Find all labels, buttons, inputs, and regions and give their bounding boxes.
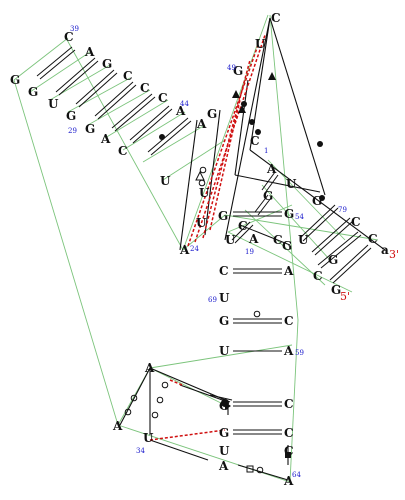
base: G bbox=[219, 426, 229, 440]
base: G bbox=[85, 122, 95, 136]
tertiary-contact-lines bbox=[13, 14, 379, 483]
base: G bbox=[66, 109, 76, 123]
base: A bbox=[175, 104, 186, 118]
base: C bbox=[64, 30, 74, 44]
base: U bbox=[160, 174, 171, 188]
base: G bbox=[10, 73, 20, 87]
base: C bbox=[284, 397, 294, 411]
base: G bbox=[219, 399, 229, 413]
strand-end-labels: 3' 5' bbox=[340, 248, 399, 303]
pair-markers bbox=[124, 72, 325, 474]
base: C bbox=[219, 264, 229, 278]
base: U bbox=[219, 291, 230, 305]
base-pair-lines bbox=[36, 46, 372, 435]
base: C bbox=[140, 81, 150, 95]
base: A bbox=[144, 361, 155, 375]
base: U bbox=[219, 444, 230, 458]
backbone-strands bbox=[119, 17, 386, 481]
base: C bbox=[313, 269, 323, 283]
position-number: 69 bbox=[208, 296, 217, 304]
base: U bbox=[225, 233, 236, 247]
bases: C A G G U G C C C G G A A C U A A C U G … bbox=[10, 11, 389, 488]
base: G bbox=[263, 189, 273, 203]
base: C bbox=[284, 444, 294, 458]
base: U bbox=[196, 216, 207, 230]
base: C bbox=[284, 314, 294, 328]
base: A bbox=[179, 243, 190, 257]
base: U bbox=[48, 97, 59, 111]
base: G bbox=[219, 314, 229, 328]
base: C bbox=[351, 215, 361, 229]
base: A bbox=[266, 162, 277, 176]
base: C bbox=[368, 232, 378, 246]
base: G bbox=[331, 283, 341, 297]
position-number: 49 bbox=[227, 64, 236, 72]
base: A bbox=[112, 419, 123, 433]
position-number: 54 bbox=[295, 213, 304, 221]
base: G bbox=[328, 253, 338, 267]
position-number: 39 bbox=[70, 25, 79, 33]
base: U bbox=[219, 344, 230, 358]
base: C bbox=[158, 91, 168, 105]
five-prime-end-label: 5' bbox=[340, 290, 350, 303]
base: C bbox=[250, 134, 260, 148]
base: C bbox=[123, 69, 133, 83]
base: C bbox=[118, 144, 128, 158]
base: C bbox=[273, 233, 283, 247]
three-prime-end-label: 3' bbox=[389, 248, 399, 261]
base: A bbox=[283, 264, 294, 278]
base: G bbox=[233, 64, 243, 78]
position-number: 1 bbox=[264, 147, 268, 155]
base: U bbox=[255, 37, 266, 51]
base: U bbox=[298, 233, 309, 247]
position-number: 44 bbox=[180, 100, 189, 108]
base: G bbox=[312, 194, 322, 208]
base: A bbox=[283, 474, 294, 488]
base: U bbox=[286, 177, 297, 191]
base: G bbox=[282, 239, 292, 253]
position-number: 34 bbox=[136, 447, 145, 455]
position-number: 79 bbox=[338, 206, 347, 214]
base: G bbox=[218, 209, 228, 223]
position-number: 19 bbox=[245, 248, 254, 256]
base: A bbox=[100, 132, 111, 146]
pseudoknot-links bbox=[149, 34, 266, 441]
base: A bbox=[248, 232, 259, 246]
base: A bbox=[283, 344, 294, 358]
position-numbers: 39 29 44 49 24 54 19 79 69 59 34 64 1 bbox=[68, 25, 347, 479]
base: G bbox=[28, 85, 38, 99]
base: A bbox=[196, 117, 207, 131]
base: C bbox=[238, 219, 248, 233]
base: U bbox=[199, 186, 210, 200]
base: G bbox=[102, 57, 112, 71]
position-number: 59 bbox=[295, 349, 304, 357]
position-number: 24 bbox=[190, 245, 199, 253]
base: A bbox=[218, 459, 229, 473]
position-number: 29 bbox=[68, 127, 77, 135]
base: C bbox=[271, 11, 281, 25]
position-number: 64 bbox=[292, 471, 301, 479]
base: C bbox=[284, 426, 294, 440]
base: A bbox=[84, 45, 95, 59]
base: G bbox=[284, 207, 294, 221]
base: G bbox=[207, 107, 217, 121]
base: a bbox=[381, 243, 389, 257]
base: U bbox=[143, 431, 154, 445]
